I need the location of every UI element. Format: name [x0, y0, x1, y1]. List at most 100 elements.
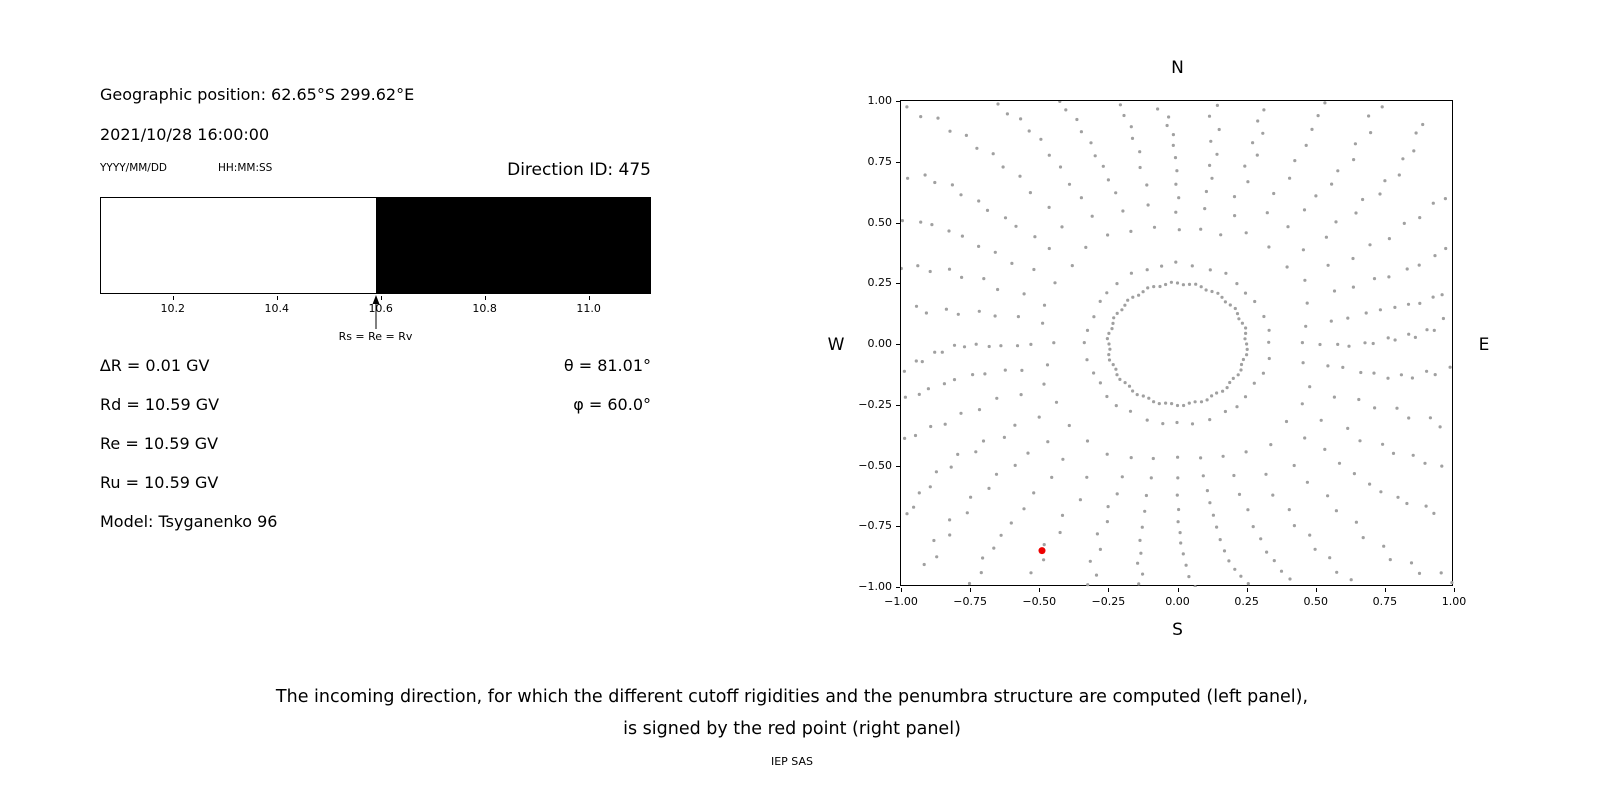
credit-text: IEP SAS: [770, 755, 814, 768]
dot: [1098, 381, 1102, 385]
dot: [1259, 537, 1263, 541]
dot: [1367, 114, 1371, 118]
dot: [1301, 248, 1305, 252]
dot: [1418, 301, 1422, 305]
dot: [1176, 455, 1180, 459]
dot: [1326, 263, 1330, 267]
dot: [959, 193, 963, 197]
dot: [922, 562, 926, 567]
dot: [1332, 289, 1337, 293]
dot: [1332, 395, 1336, 399]
dot: [1177, 228, 1181, 232]
dot: [1208, 418, 1212, 422]
dot: [1105, 337, 1109, 341]
dot: [1054, 400, 1059, 404]
dot: [942, 382, 946, 386]
dot: [1029, 342, 1033, 346]
dot: [1223, 300, 1227, 304]
dot: [1112, 316, 1116, 320]
dot: [924, 311, 928, 315]
delta-r-text: ∆R = 0.01 GV: [100, 356, 210, 375]
dot: [1337, 461, 1342, 465]
dot: [1349, 578, 1353, 582]
dot: [1106, 178, 1110, 182]
dot: [1319, 418, 1323, 422]
dot: [1129, 229, 1133, 233]
dot: [1079, 130, 1083, 134]
y-tick-mark: [896, 101, 900, 102]
y-tick-label: −0.75: [858, 519, 892, 533]
dot: [1241, 357, 1245, 362]
dot: [1239, 362, 1244, 367]
dot: [1118, 377, 1122, 381]
dot: [1308, 533, 1312, 537]
dot: [1395, 406, 1399, 410]
dot: [1304, 143, 1308, 147]
penumbra-bar: [100, 197, 651, 294]
dot: [1001, 165, 1005, 169]
dot: [1438, 425, 1442, 429]
dot: [1204, 189, 1208, 194]
x-tick-mark: [1039, 588, 1041, 592]
dot: [1382, 544, 1386, 548]
dot: [1372, 371, 1376, 375]
dot: [987, 486, 991, 490]
dot: [982, 277, 986, 281]
dot: [1417, 571, 1422, 575]
dot: [1407, 416, 1411, 420]
x-tick-label: 0.75: [1372, 595, 1398, 608]
phi-text: φ = 60.0°: [573, 395, 651, 414]
dot: [1418, 216, 1422, 220]
dot: [1177, 507, 1181, 512]
dot: [1228, 380, 1232, 385]
dot: [1352, 158, 1356, 162]
dot: [1047, 246, 1051, 251]
dot: [1199, 285, 1203, 289]
dot: [1388, 558, 1392, 562]
dot: [1448, 365, 1452, 369]
dot: [1105, 520, 1109, 524]
dot: [1210, 289, 1214, 294]
dot: [1019, 117, 1023, 121]
dot: [1013, 463, 1017, 467]
dot: [1190, 422, 1195, 426]
dot: [1115, 492, 1119, 496]
x-tick-mark: [1108, 588, 1110, 592]
dot: [1368, 243, 1372, 247]
dot: [1176, 520, 1180, 524]
dot: [1364, 311, 1368, 315]
dot: [969, 495, 973, 499]
dot: [901, 266, 903, 271]
dot: [1032, 491, 1036, 495]
dot: [926, 387, 930, 391]
dot: [1107, 331, 1111, 335]
dot: [1175, 169, 1179, 173]
dot: [1245, 347, 1249, 351]
direction-scatter: [901, 101, 1454, 587]
y-tick-mark: [896, 587, 900, 588]
dot: [1232, 473, 1236, 478]
dot: [913, 433, 918, 438]
y-tick-label: 0.25: [867, 276, 893, 290]
dot: [1413, 335, 1417, 339]
dot: [1086, 583, 1090, 587]
dot: [1207, 114, 1212, 118]
dot: [1264, 472, 1268, 476]
x-tick-mark: [1384, 588, 1386, 592]
dot: [919, 220, 923, 224]
dot: [929, 424, 933, 429]
dot: [1110, 327, 1114, 331]
dot: [1129, 456, 1133, 460]
dot: [1147, 396, 1151, 400]
dot: [992, 546, 996, 550]
dot: [1313, 547, 1317, 551]
dot: [1326, 364, 1330, 368]
dot: [1141, 572, 1145, 576]
dot: [1329, 319, 1333, 323]
dot: [952, 343, 957, 347]
dot: [917, 491, 921, 495]
dot: [1399, 373, 1403, 377]
dot: [1126, 298, 1130, 302]
ru-text: Ru = 10.59 GV: [100, 473, 219, 492]
dot: [1075, 117, 1079, 122]
